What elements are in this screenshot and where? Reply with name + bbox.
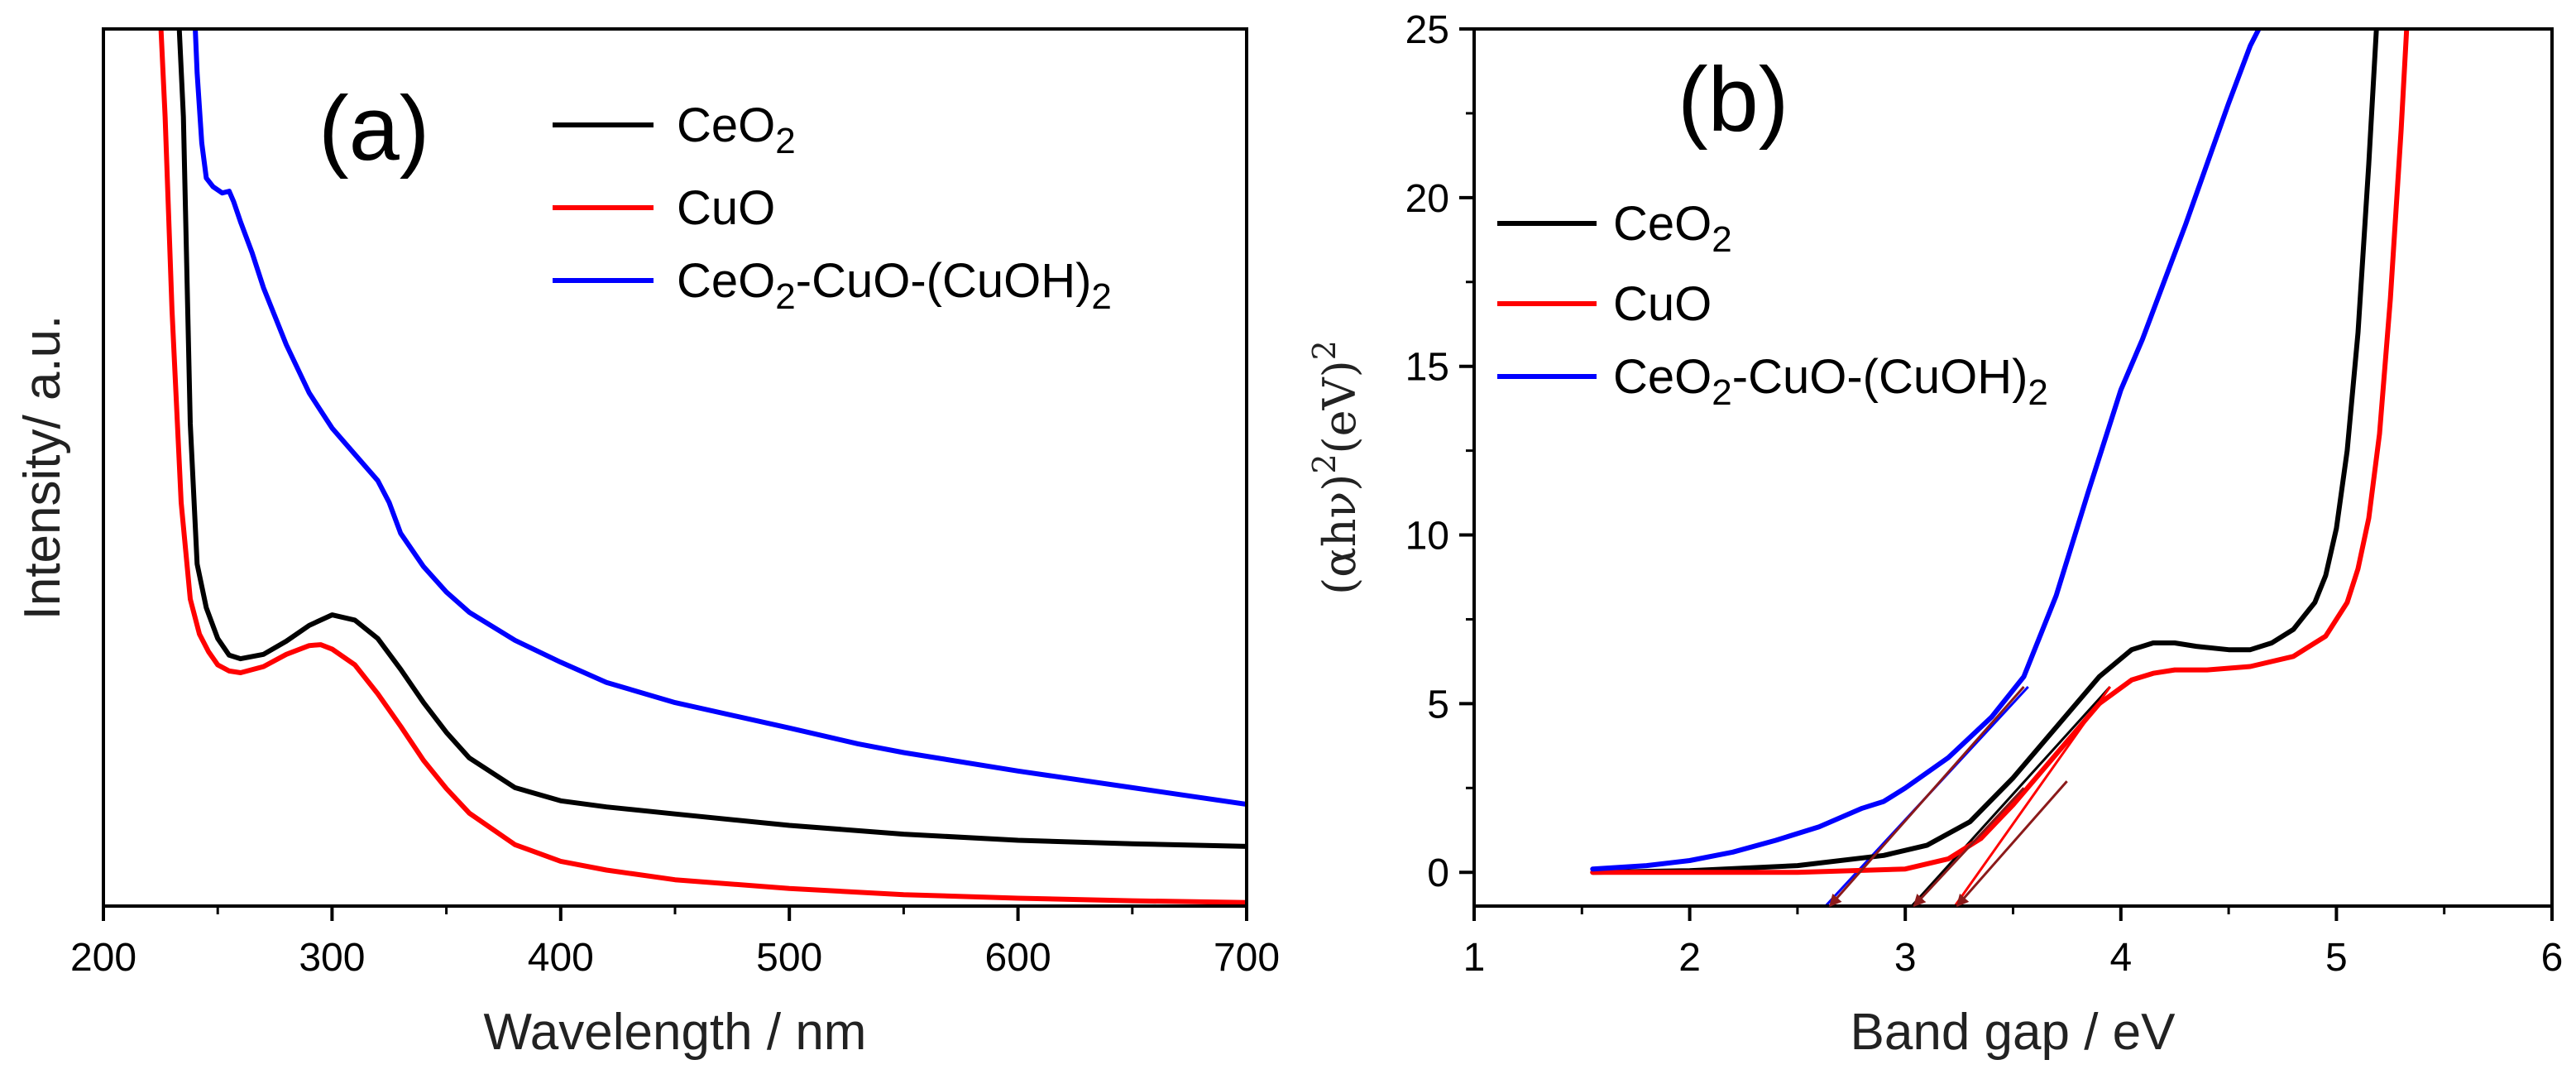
panel-b-bandgap-arrow-0 [1828, 686, 2025, 908]
panel-a-curves [158, 29, 1247, 905]
panel-a-legend-composite: CeO2-CuO-(CuOH)2 [677, 254, 1112, 317]
panel-b-bandgap-arrow-2 [1956, 780, 2068, 908]
panel-b-y-axis-label: (αhν)2(eV)2 [1306, 340, 1366, 595]
panel-a-legend: CeO2 CuO CeO2-CuO-(CuOH)2 [553, 98, 1112, 317]
panel-b-y-tick-label: 0 [1427, 851, 1449, 895]
panel-a-x-tick-label: 600 [985, 936, 1051, 980]
panel-b-x-tick-label: 6 [2541, 936, 2564, 980]
panel-a-x-tick-label: 500 [756, 936, 822, 980]
panel-a-x-tick-label: 300 [299, 936, 365, 980]
panel-a-label: (a) [318, 78, 429, 180]
panel-b-x-tick-label: 5 [2325, 936, 2348, 980]
panel-b-x-tick-label: 4 [2109, 936, 2132, 980]
panel-b-x-ticks: 1 2 3 4 5 6 [1463, 906, 2564, 980]
panel-b-x-axis-label: Band gap / eV [1851, 1004, 2176, 1061]
panel-b-legend-composite: CeO2-CuO-(CuOH)2 [1613, 350, 2048, 413]
panel-b-y-tick-label: 15 [1405, 346, 1449, 390]
panel-a-series-ceo2 [176, 29, 1247, 849]
panel-b-curves [1590, 29, 2410, 906]
panel-b-y-ticks: 0 5 10 15 20 25 [1405, 8, 1474, 895]
panel-a-series-cuo [158, 29, 1247, 905]
panel-a-x-tick-label: 200 [70, 936, 136, 980]
panel-b-x-tick-label: 1 [1463, 936, 1486, 980]
panel-a-x-tick-label: 400 [528, 936, 594, 980]
panel-b-series-ceo2 [1590, 29, 2379, 875]
panel-b-series-ceo2-cuo-cuoh-2 [1590, 29, 2262, 872]
panel-b-x-tick-label: 2 [1678, 936, 1701, 980]
panel-b-legend-cuo: CuO [1613, 277, 1712, 331]
panel-b-bandgap-arrow-1 [1913, 787, 2025, 908]
panel-a-x-ticks: 200 300 400 500 600 700 [70, 906, 1280, 980]
panel-b-x-tick-label: 3 [1894, 936, 1917, 980]
panel-b-label: (b) [1678, 49, 1788, 151]
panel-a-x-axis-label: Wavelength / nm [484, 1004, 867, 1061]
panel-a-series-ceo2-cuo-cuoh-2 [193, 29, 1247, 807]
panel-a-x-tick-label: 700 [1214, 936, 1280, 980]
panel-b-legend-ceo2: CeO2 [1613, 197, 1732, 260]
panel-a-frame [102, 27, 1248, 908]
panel-b-y-tick-label: 5 [1427, 683, 1449, 727]
panel-a-y-axis-label: Intensity/ a.u. [14, 315, 71, 621]
panel-b-y-tick-label: 10 [1405, 515, 1449, 559]
panel-a-legend-ceo2: CeO2 [677, 98, 796, 161]
panel-b-y-tick-label: 20 [1405, 177, 1449, 221]
panel-a-legend-cuo: CuO [677, 181, 775, 235]
panel-b-y-tick-label: 25 [1405, 8, 1449, 52]
panel-b-series-cuo [1590, 29, 2410, 875]
panel-b-legend: CeO2 CuO CeO2-CuO-(CuOH)2 [1497, 197, 2048, 413]
panel-b: 1 2 3 4 5 6 0 5 10 15 20 25 (b) CeO2 CuO CeO2-CuO-… [1306, 8, 2563, 1061]
panel-b-tangent-line-0 [1910, 685, 2111, 906]
panel-a: 200 300 400 500 600 700 (a) CeO2 CuO CeO2-CuO… [14, 27, 1280, 1061]
